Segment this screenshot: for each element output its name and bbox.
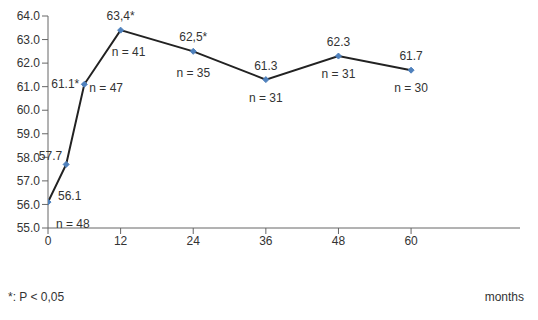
svg-text:n = 48: n = 48	[56, 217, 90, 231]
svg-text:n = 47: n = 47	[89, 81, 123, 95]
svg-text:0: 0	[45, 234, 52, 248]
svg-text:62.3: 62.3	[327, 35, 351, 49]
html-text:months: months	[484, 290, 524, 304]
svg-text:62,5*: 62,5*	[179, 30, 207, 44]
svg-text:63,4*: 63,4*	[107, 9, 135, 23]
svg-text:48: 48	[332, 234, 346, 248]
svg-text:61.3: 61.3	[254, 59, 278, 73]
svg-text:61.1*: 61.1*	[51, 77, 79, 91]
svg-text:55.0: 55.0	[17, 221, 41, 235]
svg-text:n = 41: n = 41	[112, 45, 146, 59]
svg-text:61.0: 61.0	[17, 80, 41, 94]
svg-text:59.0: 59.0	[17, 127, 41, 141]
svg-text:60: 60	[404, 234, 418, 248]
svg-text:64.0: 64.0	[17, 9, 41, 23]
svg-text:60.0: 60.0	[17, 103, 41, 117]
svg-text:n = 31: n = 31	[249, 91, 283, 105]
svg-text:56.0: 56.0	[17, 198, 41, 212]
svg-text:36: 36	[259, 234, 273, 248]
svg-text:63.0: 63.0	[17, 33, 41, 47]
svg-text:12: 12	[114, 234, 128, 248]
svg-text:57.0: 57.0	[17, 174, 41, 188]
svg-text:56.1: 56.1	[58, 189, 82, 203]
svg-text:n = 35: n = 35	[176, 66, 210, 80]
svg-text:62.0: 62.0	[17, 56, 41, 70]
svg-text:57.7: 57.7	[39, 149, 63, 163]
svg-text:n = 31: n = 31	[322, 67, 356, 81]
svg-text:61.7: 61.7	[399, 49, 423, 63]
svg-text:58.0: 58.0	[17, 151, 41, 165]
svg-text:24: 24	[187, 234, 201, 248]
html-text:*: P < 0,05: *: P < 0,05	[8, 290, 65, 304]
svg-text:n = 30: n = 30	[394, 81, 428, 95]
